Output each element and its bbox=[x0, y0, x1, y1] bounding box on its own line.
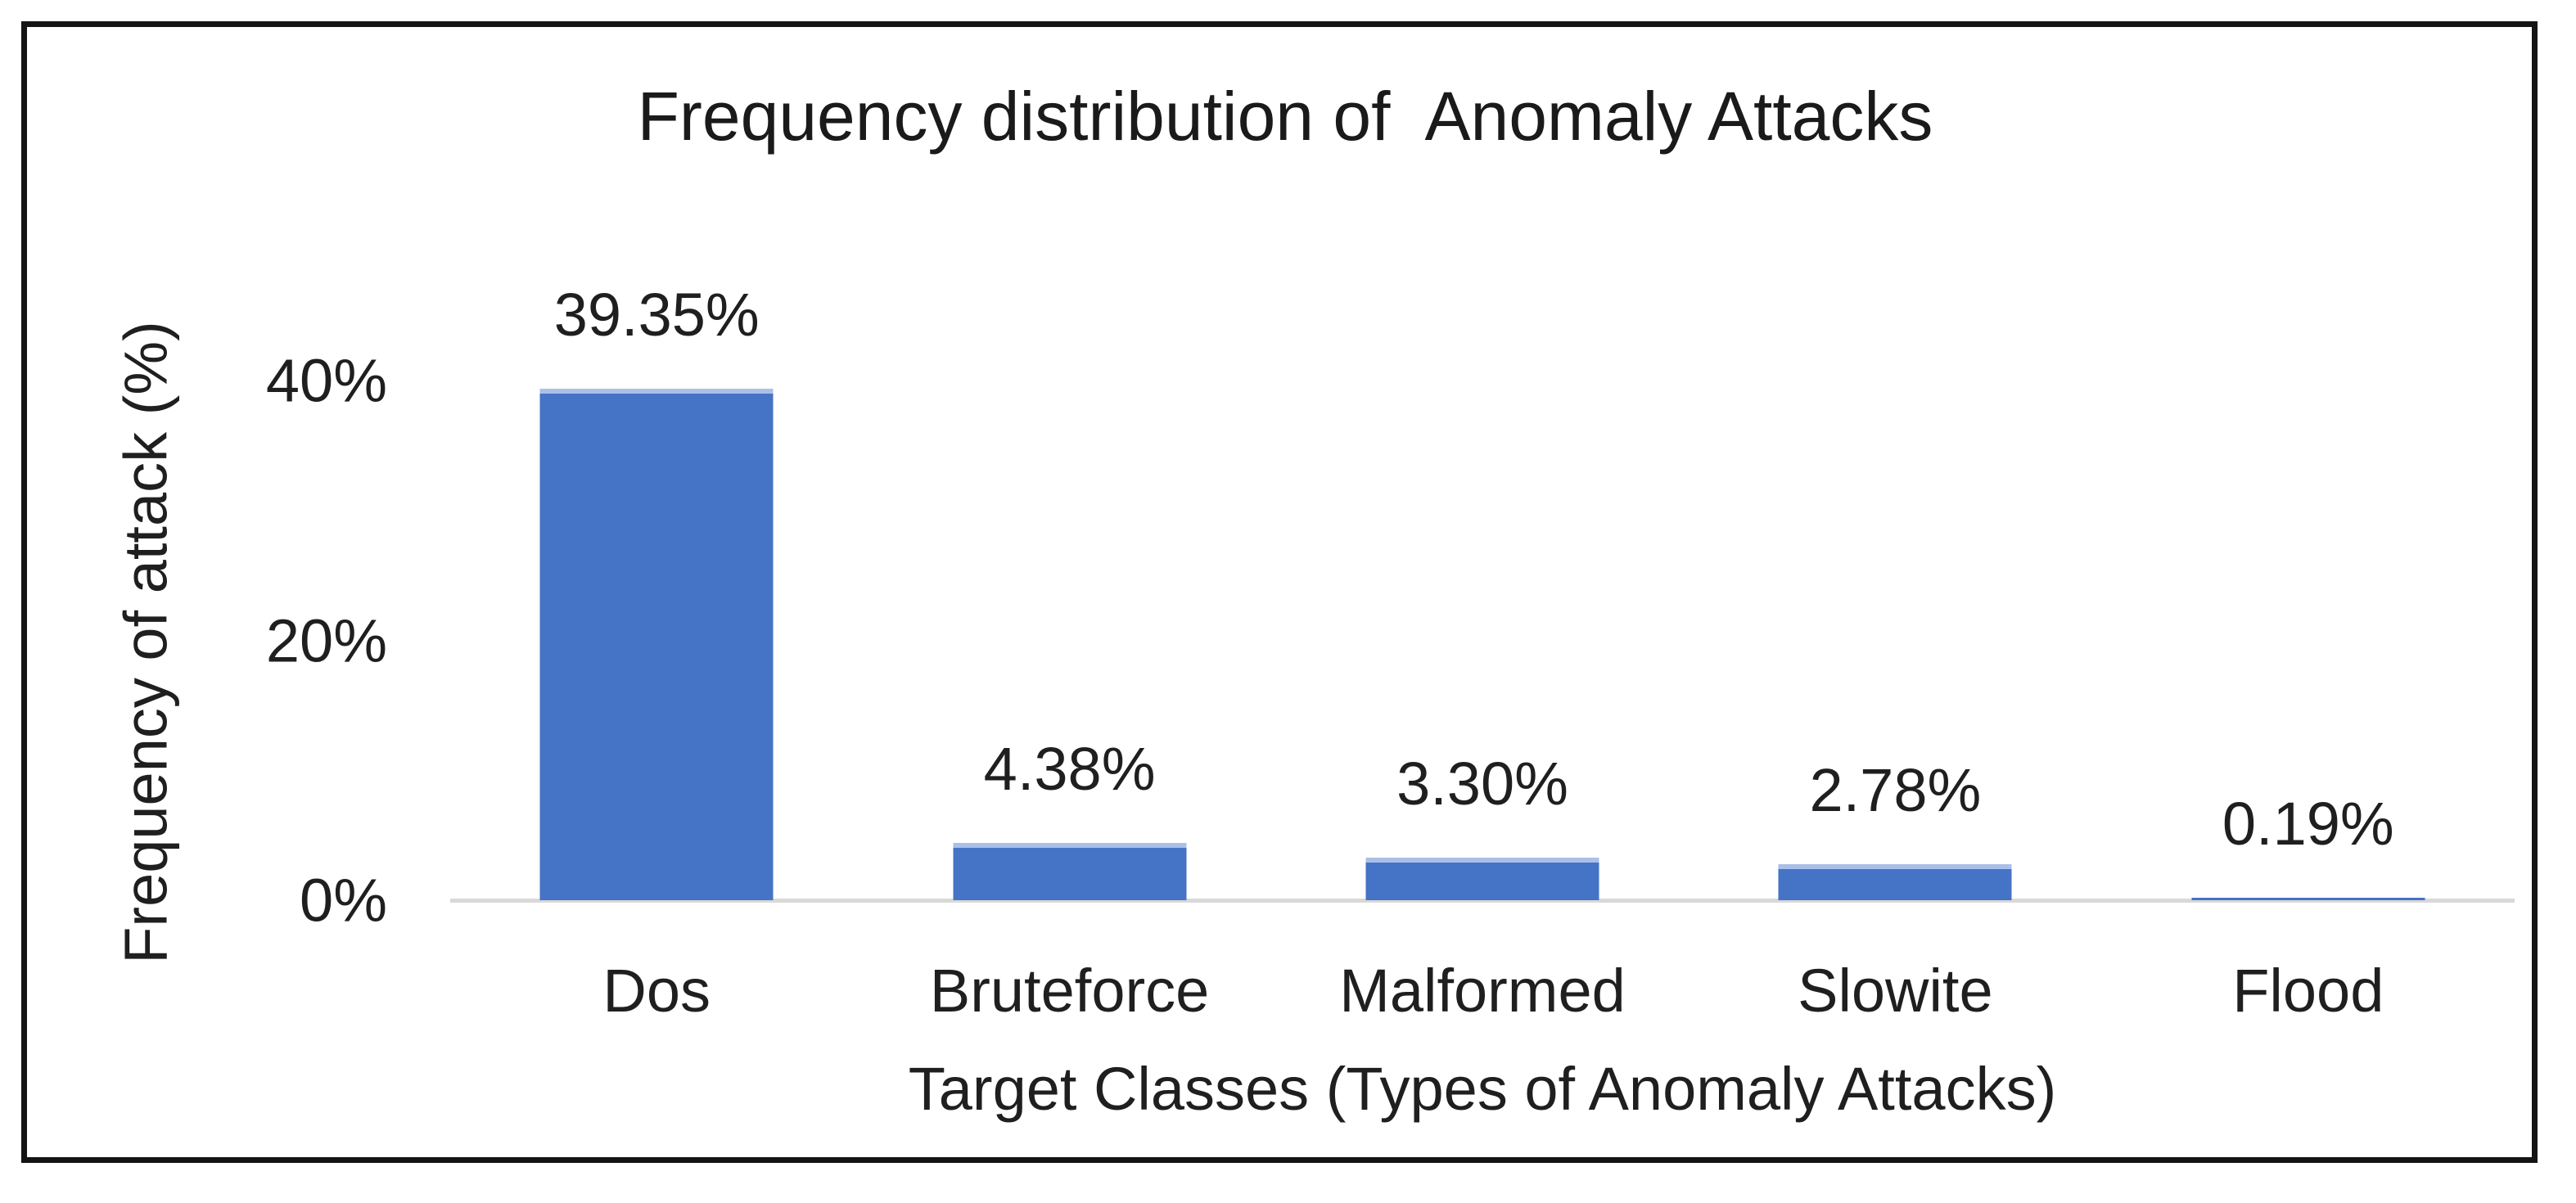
value-label-flood: 0.19% bbox=[2222, 789, 2394, 858]
bar-flood bbox=[2191, 897, 2425, 900]
x-axis-baseline bbox=[450, 899, 2515, 903]
bar-malformed bbox=[1365, 857, 1599, 900]
plot-area: 39.35% 4.38% 3.30% 2.78% 0.19% bbox=[450, 0, 2515, 900]
category-label-dos: Dos bbox=[602, 957, 711, 1025]
category-label-malformed: Malformed bbox=[1339, 957, 1626, 1025]
value-label-dos: 39.35% bbox=[553, 281, 760, 349]
value-label-malformed: 3.30% bbox=[1396, 749, 1568, 818]
bar-dos bbox=[539, 389, 774, 900]
bar-column-flood: 0.19% bbox=[2102, 0, 2515, 900]
category-label-slowite: Slowite bbox=[1798, 957, 1993, 1025]
value-label-slowite: 2.78% bbox=[1809, 755, 1982, 824]
bar-bruteforce bbox=[953, 843, 1187, 900]
bar-column-bruteforce: 4.38% bbox=[863, 0, 1275, 900]
x-axis-title: Target Classes (Types of Anomaly Attacks… bbox=[908, 1055, 2057, 1123]
chart-title: Frequency distribution of Anomaly Attack… bbox=[637, 78, 1933, 155]
category-label-flood: Flood bbox=[2232, 957, 2384, 1025]
category-label-bruteforce: Bruteforce bbox=[929, 957, 1210, 1025]
bar-column-dos: 39.35% bbox=[450, 0, 863, 900]
bar-column-malformed: 3.30% bbox=[1276, 0, 1689, 900]
figure-border-frame bbox=[21, 21, 2538, 1163]
bar-slowite bbox=[1778, 863, 2012, 900]
value-label-bruteforce: 4.38% bbox=[983, 735, 1156, 804]
bar-column-slowite: 2.78% bbox=[1689, 0, 2101, 900]
y-tick-label-0: 0% bbox=[300, 866, 387, 935]
y-tick-label-20: 20% bbox=[265, 606, 387, 674]
y-tick-label-40: 40% bbox=[265, 346, 387, 415]
